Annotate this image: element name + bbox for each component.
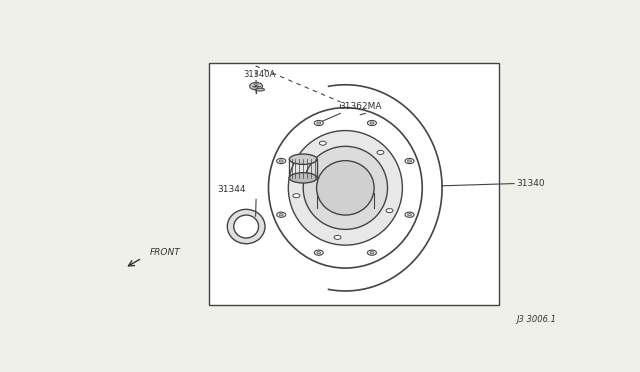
Circle shape (334, 235, 341, 239)
Text: 31340: 31340 (516, 179, 545, 188)
Circle shape (317, 122, 321, 124)
Circle shape (405, 212, 414, 217)
Circle shape (293, 194, 300, 198)
Ellipse shape (288, 131, 403, 245)
Text: J3 3006.1: J3 3006.1 (516, 315, 556, 324)
Circle shape (370, 251, 374, 254)
Circle shape (408, 160, 412, 162)
Ellipse shape (317, 161, 374, 215)
Circle shape (370, 122, 374, 124)
Bar (209, 63, 499, 305)
Ellipse shape (289, 154, 317, 164)
Ellipse shape (289, 173, 317, 183)
Circle shape (377, 150, 384, 154)
Circle shape (386, 209, 393, 213)
Ellipse shape (255, 88, 264, 91)
Circle shape (408, 214, 412, 216)
Circle shape (279, 214, 283, 216)
Text: 31340A: 31340A (244, 70, 276, 79)
Text: 31344: 31344 (218, 185, 246, 193)
Circle shape (250, 83, 262, 90)
Circle shape (279, 160, 283, 162)
Circle shape (276, 212, 285, 217)
Circle shape (405, 158, 414, 164)
Circle shape (319, 141, 326, 145)
Ellipse shape (234, 215, 259, 238)
Circle shape (367, 250, 376, 255)
Ellipse shape (269, 108, 422, 268)
Ellipse shape (227, 209, 265, 244)
Circle shape (314, 250, 323, 255)
Circle shape (276, 158, 285, 164)
Text: FRONT: FRONT (150, 248, 180, 257)
Circle shape (314, 121, 323, 126)
Circle shape (367, 121, 376, 126)
Text: 31362MA: 31362MA (339, 102, 381, 110)
Circle shape (317, 251, 321, 254)
Ellipse shape (303, 146, 388, 230)
